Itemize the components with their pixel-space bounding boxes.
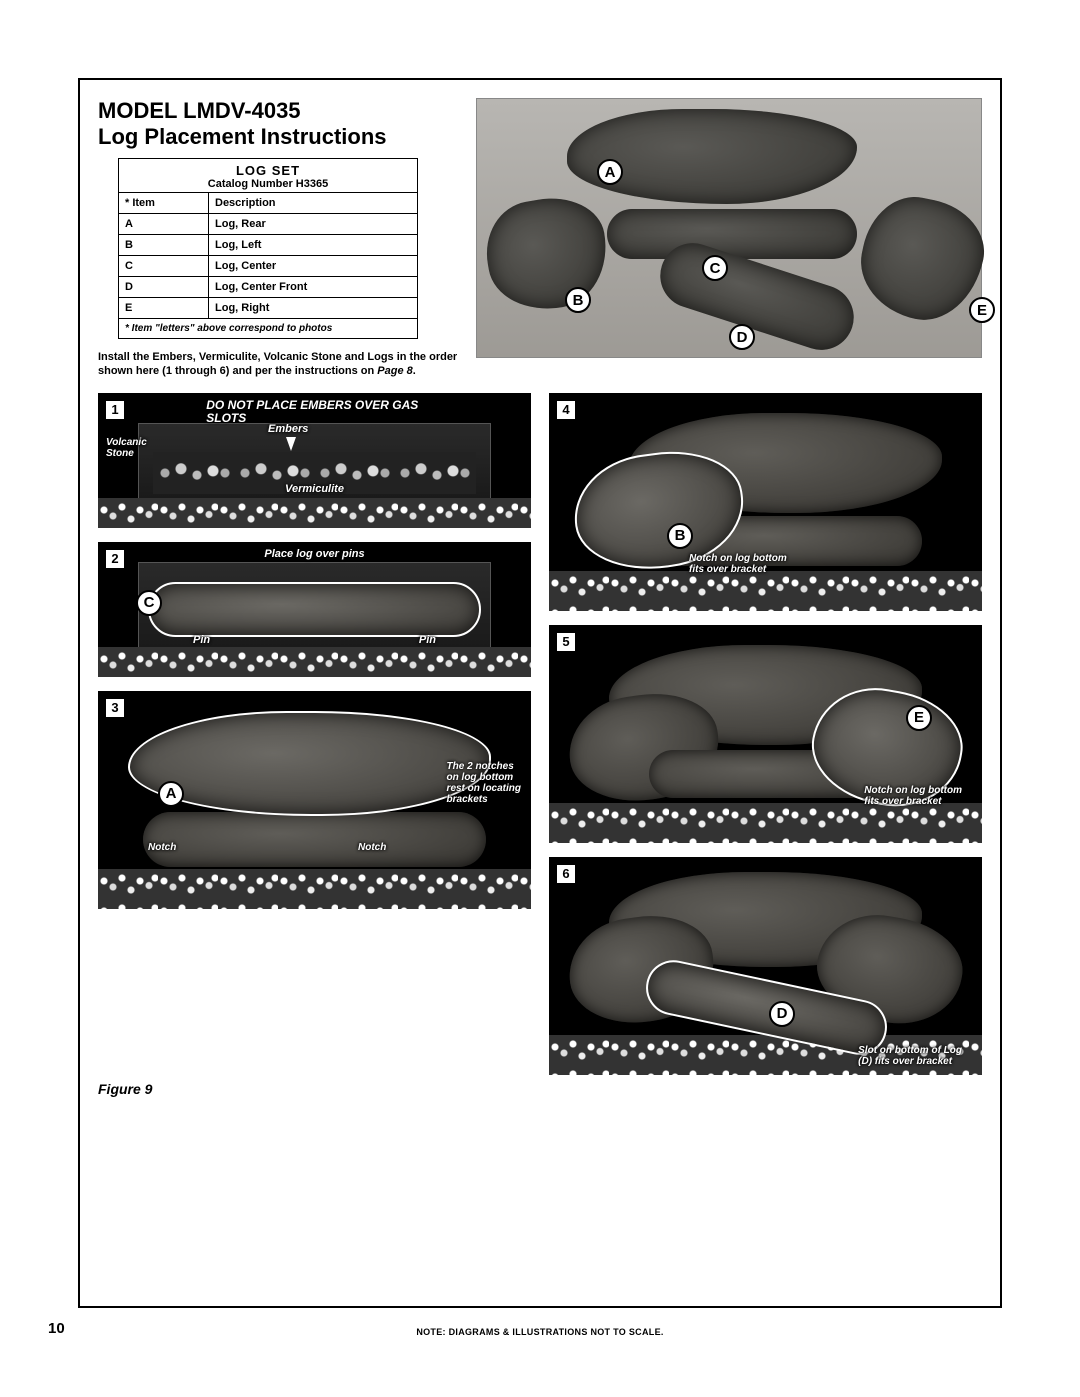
label-d: D	[729, 324, 755, 350]
step-number: 5	[555, 631, 577, 653]
step5-note: Notch on log bottom fits over bracket	[864, 785, 962, 807]
logset-header-row: * Item Description	[119, 193, 417, 214]
model-number: MODEL LMDV-4035	[98, 98, 458, 124]
step2-pin1: Pin	[193, 634, 210, 646]
label-b: B	[565, 287, 591, 313]
step-1: 1 DO NOT PLACE EMBERS OVER GAS SLOTS Vol…	[98, 393, 531, 528]
page-frame: MODEL LMDV-4035 Log Placement Instructio…	[78, 78, 1002, 1308]
step-4: 4 B Notch on log bottom fits over bracke…	[549, 393, 982, 611]
table-row: A Log, Rear	[119, 214, 417, 235]
step1-vermiculite: Vermiculite	[285, 483, 344, 495]
title-block: MODEL LMDV-4035 Log Placement Instructio…	[98, 98, 458, 150]
step1-embers: Embers	[268, 423, 308, 435]
step1-volcanic: Volcanic Stone	[106, 437, 147, 459]
col-desc: Description	[209, 193, 417, 213]
step-2: 2 Place log over pins C Pin Pin	[98, 542, 531, 677]
step-number: 3	[104, 697, 126, 719]
logset-heading: LOG SET	[119, 163, 417, 178]
step-6: 6 D Slot on bottom of Log (D) fits over …	[549, 857, 982, 1075]
top-row: MODEL LMDV-4035 Log Placement Instructio…	[98, 98, 982, 393]
step1-warning: DO NOT PLACE EMBERS OVER GAS SLOTS	[206, 399, 423, 425]
col-item: * Item	[119, 193, 209, 213]
step-3: 3 A The 2 notches on log bottom rest on …	[98, 691, 531, 909]
label-a: A	[597, 159, 623, 185]
steps-area: 1 DO NOT PLACE EMBERS OVER GAS SLOTS Vol…	[98, 393, 982, 1075]
step2-place: Place log over pins	[264, 548, 364, 560]
label-e: E	[969, 297, 995, 323]
overview-photo: A B C D E	[476, 98, 982, 358]
step2-pin2: Pin	[419, 634, 436, 646]
step-number: 2	[104, 548, 126, 570]
table-row: E Log, Right	[119, 298, 417, 319]
log-a-shape	[567, 109, 857, 204]
table-row: C Log, Center	[119, 256, 417, 277]
step3-note: The 2 notches on log bottom rest on loca…	[447, 761, 521, 805]
page-title: Log Placement Instructions	[98, 124, 458, 150]
step3-notch2: Notch	[358, 842, 386, 853]
table-row: D Log, Center Front	[119, 277, 417, 298]
step3-letter: A	[158, 781, 184, 807]
step-col-left: 1 DO NOT PLACE EMBERS OVER GAS SLOTS Vol…	[98, 393, 531, 1075]
step6-note: Slot on bottom of Log (D) fits over brac…	[858, 1045, 962, 1067]
log-c-shape	[607, 209, 857, 259]
step6-letter: D	[769, 1001, 795, 1027]
step3-notch1: Notch	[148, 842, 176, 853]
figure-caption: Figure 9	[98, 1081, 982, 1097]
step4-note: Notch on log bottom fits over bracket	[689, 553, 787, 575]
scale-note: NOTE: DIAGRAMS & ILLUSTRATIONS NOT TO SC…	[0, 1327, 1080, 1337]
left-header-col: MODEL LMDV-4035 Log Placement Instructio…	[98, 98, 458, 393]
logset-catalog: Catalog Number H3365	[119, 178, 417, 190]
log-b-shape	[478, 189, 615, 318]
step-5: 5 E Notch on log bottom fits over bracke…	[549, 625, 982, 843]
step-number: 4	[555, 399, 577, 421]
step2-log	[148, 582, 481, 637]
step-col-right: 4 B Notch on log bottom fits over bracke…	[549, 393, 982, 1075]
step-number: 6	[555, 863, 577, 885]
table-row: B Log, Left	[119, 235, 417, 256]
logset-table-head: LOG SET Catalog Number H3365	[119, 159, 417, 193]
logset-footnote: * Item "letters" above correspond to pho…	[119, 319, 417, 338]
install-note: Install the Embers, Vermiculite, Volcani…	[98, 351, 458, 379]
step4-letter: B	[667, 523, 693, 549]
label-c: C	[702, 255, 728, 281]
step2-letter: C	[136, 590, 162, 616]
step5-letter: E	[906, 705, 932, 731]
step-number: 1	[104, 399, 126, 421]
logset-table: LOG SET Catalog Number H3365 * Item Desc…	[118, 158, 418, 339]
